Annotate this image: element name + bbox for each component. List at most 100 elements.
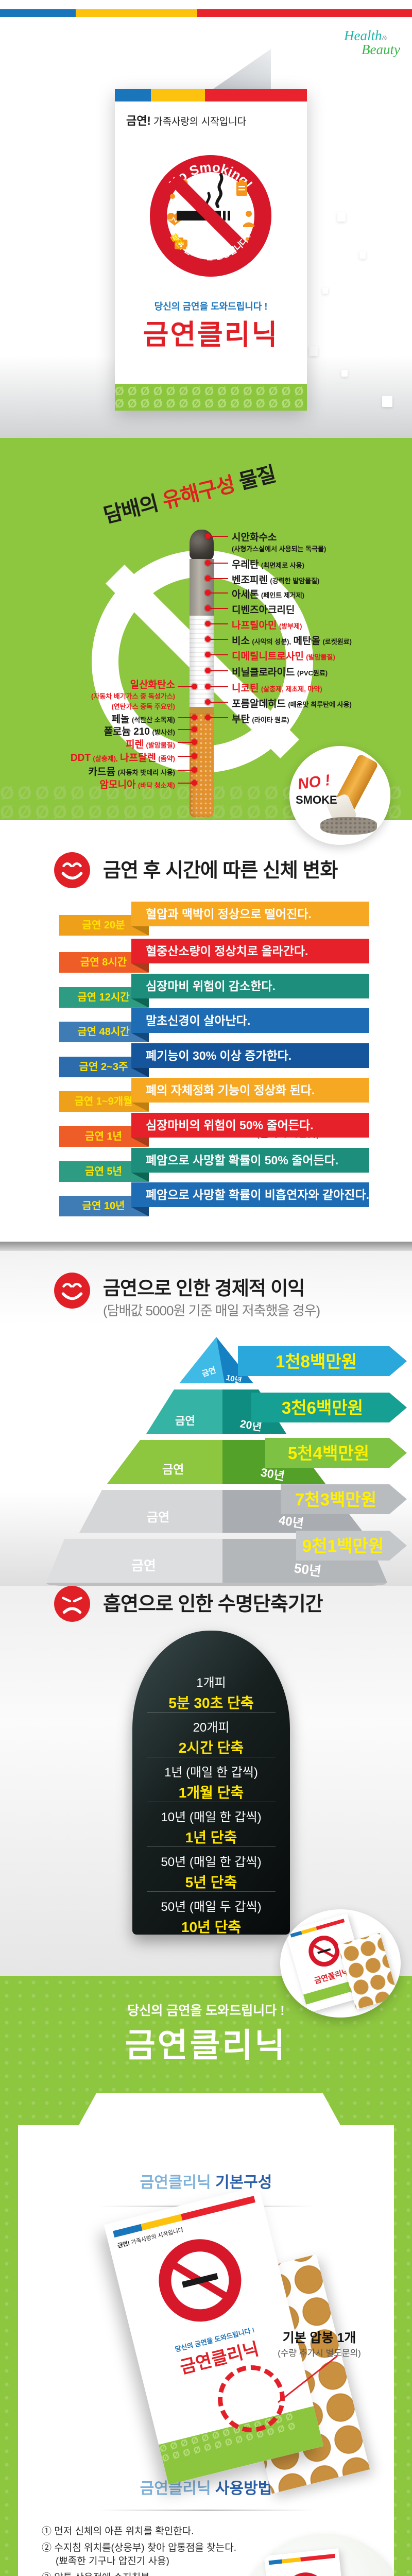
change-row: 혈중산소량이 정상치로 올라간다. 금연 8시간 <box>0 939 412 975</box>
change-desc: 혈압과 맥박이 정상으로 떨어진다. <box>131 902 369 926</box>
pyramid-amount: 5천4백만원 <box>288 1444 369 1463</box>
toxin-label: DDT (살충제), 나프탈렌 (좀약) <box>70 753 175 764</box>
change-row: 심장마비 위험이 감소한다. 금연 12시간 <box>0 974 412 1010</box>
point-dot <box>205 699 211 705</box>
toxin-label: 카드뮴 (자동차 밧데리 사용) <box>88 767 175 777</box>
callout-sub: (수량 추가시 별도문의) <box>278 2348 361 2358</box>
economic-subtitle: (담배값 5000원 기준 매일 저축했을 경우) <box>103 1303 320 1318</box>
point-dot <box>192 753 197 759</box>
pyramid-amount: 9천1백만원 <box>302 1536 384 1555</box>
ash-pile <box>320 817 377 835</box>
toxin-label: 페놀 (석탄산 소독제) <box>111 714 175 725</box>
pyramid-prefix: 금연 <box>162 1463 184 1476</box>
toxin-title-pre: 담배의 <box>101 490 166 528</box>
leader-line <box>178 756 197 757</box>
change-row: 말초신경이 살아난다. 금연 48시간 <box>0 1008 412 1044</box>
ribbon-fold <box>131 1207 149 1216</box>
toxin-label: 비소 (사악의 성분), 메탄올 (로켓원료) <box>232 636 352 647</box>
pyramid-amount: 1천8백만원 <box>276 1352 357 1371</box>
toxin-label: 니코틴 (살충제, 제초제, 마약) <box>232 683 322 694</box>
leader-line <box>178 686 197 687</box>
change-row: 폐암으로 사망할 확률이 비흡연자와 같아진다. 금연 10년 <box>0 1182 412 1218</box>
pyramid-prefix: 금연 <box>131 1558 156 1573</box>
point-dot <box>205 668 211 673</box>
point-dot <box>205 605 211 611</box>
change-row: 폐의 자체정화 기능이 정상화 된다. 금연 1~9개월 <box>0 1078 412 1114</box>
point-dot <box>192 767 197 773</box>
ribbon-fold <box>131 1103 149 1112</box>
leader-line <box>178 742 197 743</box>
product-photo-oval: 금연클리닉 <box>280 1909 401 2018</box>
happy-smiley-icon <box>54 852 90 888</box>
toxin-label: 디메틸니트로사민 (발암물질) <box>232 651 335 662</box>
toxin-title-post: 물질 <box>231 463 278 495</box>
deco-square <box>322 287 328 294</box>
lifespan-row: 1개피 5분 30초 단축 <box>146 1668 276 1713</box>
deco-square <box>309 346 318 356</box>
point-dot <box>205 652 211 657</box>
point-dot <box>205 621 211 626</box>
change-desc: 말초신경이 살아난다. <box>131 1008 369 1033</box>
toxin-label: 비닐클로라이드 (PVC원료) <box>232 667 328 678</box>
cover-card: 금연! 가족사랑의 시작입니다 No Smoking! <box>115 89 307 411</box>
deco-square <box>382 396 392 407</box>
toxin-label: 우레탄 (최면제로 사용) <box>232 560 304 570</box>
leader-line <box>178 729 197 730</box>
cover-tagline: 당신의 금연을 도와드립니다 ! <box>154 301 268 312</box>
cigarette-goldband <box>190 707 214 713</box>
usage-step: ① 먼저 신체의 아픈 위치를 확인한다. <box>42 2526 194 2537</box>
leader-line <box>178 717 197 718</box>
pyramid-years: 50년 <box>293 1560 322 1579</box>
pyramid-amount: 7천3백만원 <box>295 1490 376 1509</box>
leader-line <box>208 654 228 655</box>
lifespan-row: 50년 (매일 두 갑씩) 10년 단축 <box>161 1900 262 1935</box>
point-dot <box>205 684 211 689</box>
clinic-panel: 금연클리닉 기본구성 금연! 가족사랑의 시작입니다 당신의 금연을 도와드립니… <box>18 2093 394 2576</box>
ribbon-fold <box>131 1173 149 1182</box>
usage-step: ② 수지침 위치를(상응부) 찾아 압통점을 찾는다. (뾰족한 기구나 압진기… <box>42 2543 236 2567</box>
no-label: NO ! <box>296 771 332 793</box>
lifespan-row: 10년 (매일 한 갑씩) 1년 단축 <box>146 1802 276 1847</box>
leader-line <box>208 608 228 609</box>
savings-pyramid: 금연 10년 금연 20년 금연 30년 금연 40년 금연 50년 1천8백만… <box>46 1337 407 1587</box>
clinic-section: 금연클리닉 당신의 금연을 도와드립니다 ! 금연클리닉 금연클리닉 기본구성 … <box>0 1909 412 2576</box>
toxin-label: 암모니아 (바닥 청소제) <box>99 779 175 790</box>
leader-line <box>208 639 228 640</box>
leader-line <box>208 717 228 718</box>
cover-headline: 금연! 가족사랑의 시작입니다 <box>126 112 246 128</box>
composition-title: 금연클리닉 기본구성 <box>140 2174 272 2191</box>
title-divider <box>98 2510 314 2511</box>
no-smoking-badge: No Smoking! <box>150 155 271 277</box>
section-divider <box>0 1242 412 1251</box>
sad-smiley-icon <box>54 1586 90 1622</box>
change-row: 폐암으로 사망할 확률이 50% 줄어든다. 금연 5년 <box>0 1148 412 1184</box>
economic-title: 금연으로 인한 경제적 이익 <box>103 1278 305 1299</box>
cover-title: 금연클리닉 <box>143 319 279 350</box>
point-dot <box>192 780 197 786</box>
cover-headline-rest: 가족사랑의 시작입니다 <box>150 116 247 127</box>
card-stripe <box>115 89 307 101</box>
change-row: 혈압과 맥박이 정상으로 떨어진다. 금연 20분 <box>0 902 412 938</box>
page-curl <box>211 49 271 91</box>
ribbon-fold <box>131 1033 149 1042</box>
toxin-label: 벤조피렌 (강력한 발암물질) <box>232 575 320 586</box>
leader-line <box>208 563 228 564</box>
happy-smiley-icon <box>54 1273 90 1309</box>
stripe-yellow <box>76 9 197 17</box>
change-desc: 심장마비 위험이 감소한다. <box>131 974 369 998</box>
toxin-label: 포름알데히드 (매운맛 최루탄에 사용) <box>232 699 352 709</box>
ribbon-fold <box>131 926 149 936</box>
smoke-label: SMOKE <box>296 793 337 806</box>
mini-no-smoking-badge <box>150 2230 250 2331</box>
point-dot <box>205 636 211 642</box>
leader-line <box>208 702 228 703</box>
change-row: 심장마비의 위험이 50% 줄어든다. 금연 1년 <box>0 1113 412 1149</box>
brand-health: Health <box>344 28 382 43</box>
ribbon-fold <box>131 1138 149 1147</box>
point-dot <box>192 739 197 745</box>
toxin-label: 일산화탄소 (자동차 배기가스 중 독성가스) (연탄가스 중독 주요인) <box>91 680 175 710</box>
leader-line <box>208 686 228 687</box>
ribbon-fold <box>131 998 149 1008</box>
stripe-red <box>197 9 412 17</box>
